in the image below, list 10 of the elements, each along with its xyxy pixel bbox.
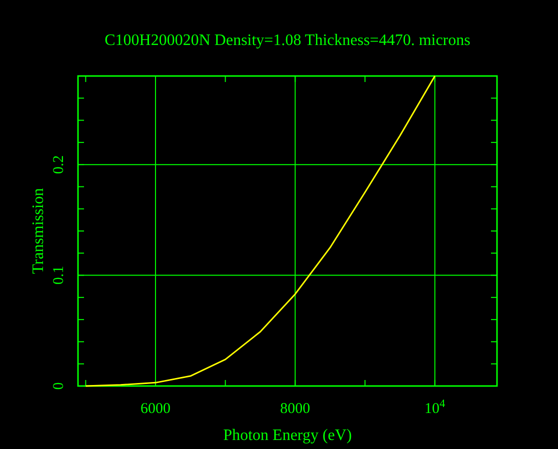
chart-title: C100H200020N Density=1.08 Thickness=4470. microns [104, 32, 470, 49]
y-axis-title: Transmission [30, 188, 47, 274]
line-series [84, 75, 436, 387]
x-tick-label: 10$^{4}$ [424, 398, 446, 417]
y-tick-label: 0.2 [51, 155, 67, 174]
y-tick-label: 0.1 [51, 266, 67, 285]
x-axis-title: Photon Energy (eV) [223, 427, 352, 444]
y-tick-label: 0 [51, 382, 67, 390]
x-tick-label: 6000 [140, 401, 171, 417]
x-tick-label: 8000 [280, 401, 310, 417]
